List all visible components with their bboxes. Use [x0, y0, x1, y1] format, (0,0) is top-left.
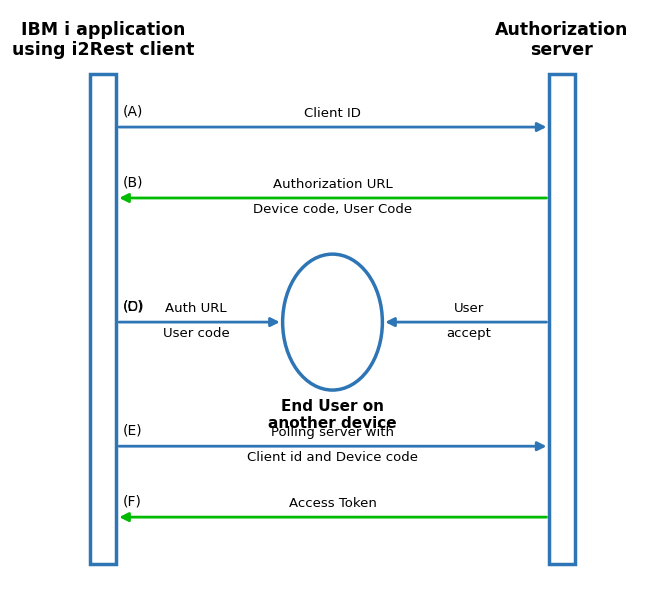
- Text: Client id and Device code: Client id and Device code: [247, 451, 418, 464]
- Text: (E): (E): [122, 423, 142, 437]
- Text: (C): (C): [122, 299, 143, 313]
- Text: Polling server with: Polling server with: [271, 426, 394, 439]
- Text: Authorization URL: Authorization URL: [273, 178, 393, 191]
- Text: (A): (A): [122, 104, 143, 118]
- FancyBboxPatch shape: [90, 74, 116, 564]
- Text: (D): (D): [122, 299, 144, 313]
- Text: User code: User code: [163, 327, 229, 340]
- Text: Access Token: Access Token: [289, 497, 377, 510]
- Text: Client ID: Client ID: [305, 107, 361, 120]
- Text: (B): (B): [122, 175, 143, 189]
- Text: User: User: [454, 302, 484, 315]
- Text: Authorization
server: Authorization server: [495, 21, 628, 60]
- Ellipse shape: [283, 254, 382, 390]
- Text: (F): (F): [122, 494, 141, 508]
- Text: accept: accept: [446, 327, 491, 340]
- Text: End User on
another device: End User on another device: [268, 399, 397, 431]
- FancyBboxPatch shape: [549, 74, 575, 564]
- Text: IBM i application
using i2Rest client: IBM i application using i2Rest client: [12, 21, 194, 60]
- Text: Auth URL: Auth URL: [166, 302, 227, 315]
- Text: Device code, User Code: Device code, User Code: [253, 203, 412, 216]
